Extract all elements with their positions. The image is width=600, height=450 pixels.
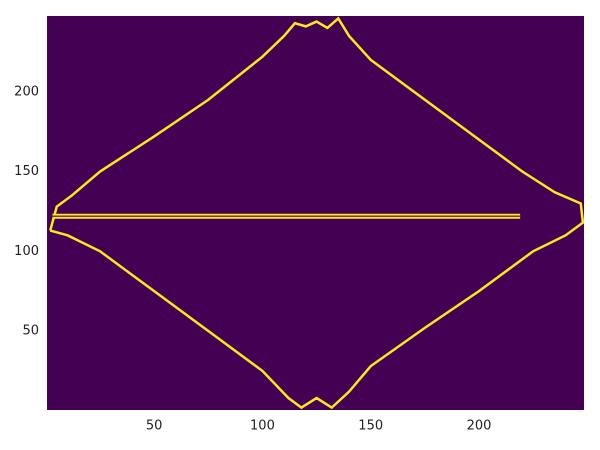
- y-tick-label: 150: [14, 164, 39, 179]
- y-tick-label: 200: [14, 84, 39, 99]
- plot-background: [47, 16, 584, 410]
- x-tick-label: 100: [250, 419, 275, 434]
- x-tick-label: 50: [146, 419, 163, 434]
- y-tick-label: 50: [22, 324, 39, 339]
- plot-content: [49, 16, 584, 410]
- x-tick-label: 150: [358, 419, 383, 434]
- y-tick-label: 100: [14, 244, 39, 259]
- outline: [49, 16, 584, 410]
- x-tick-label: 200: [467, 419, 492, 434]
